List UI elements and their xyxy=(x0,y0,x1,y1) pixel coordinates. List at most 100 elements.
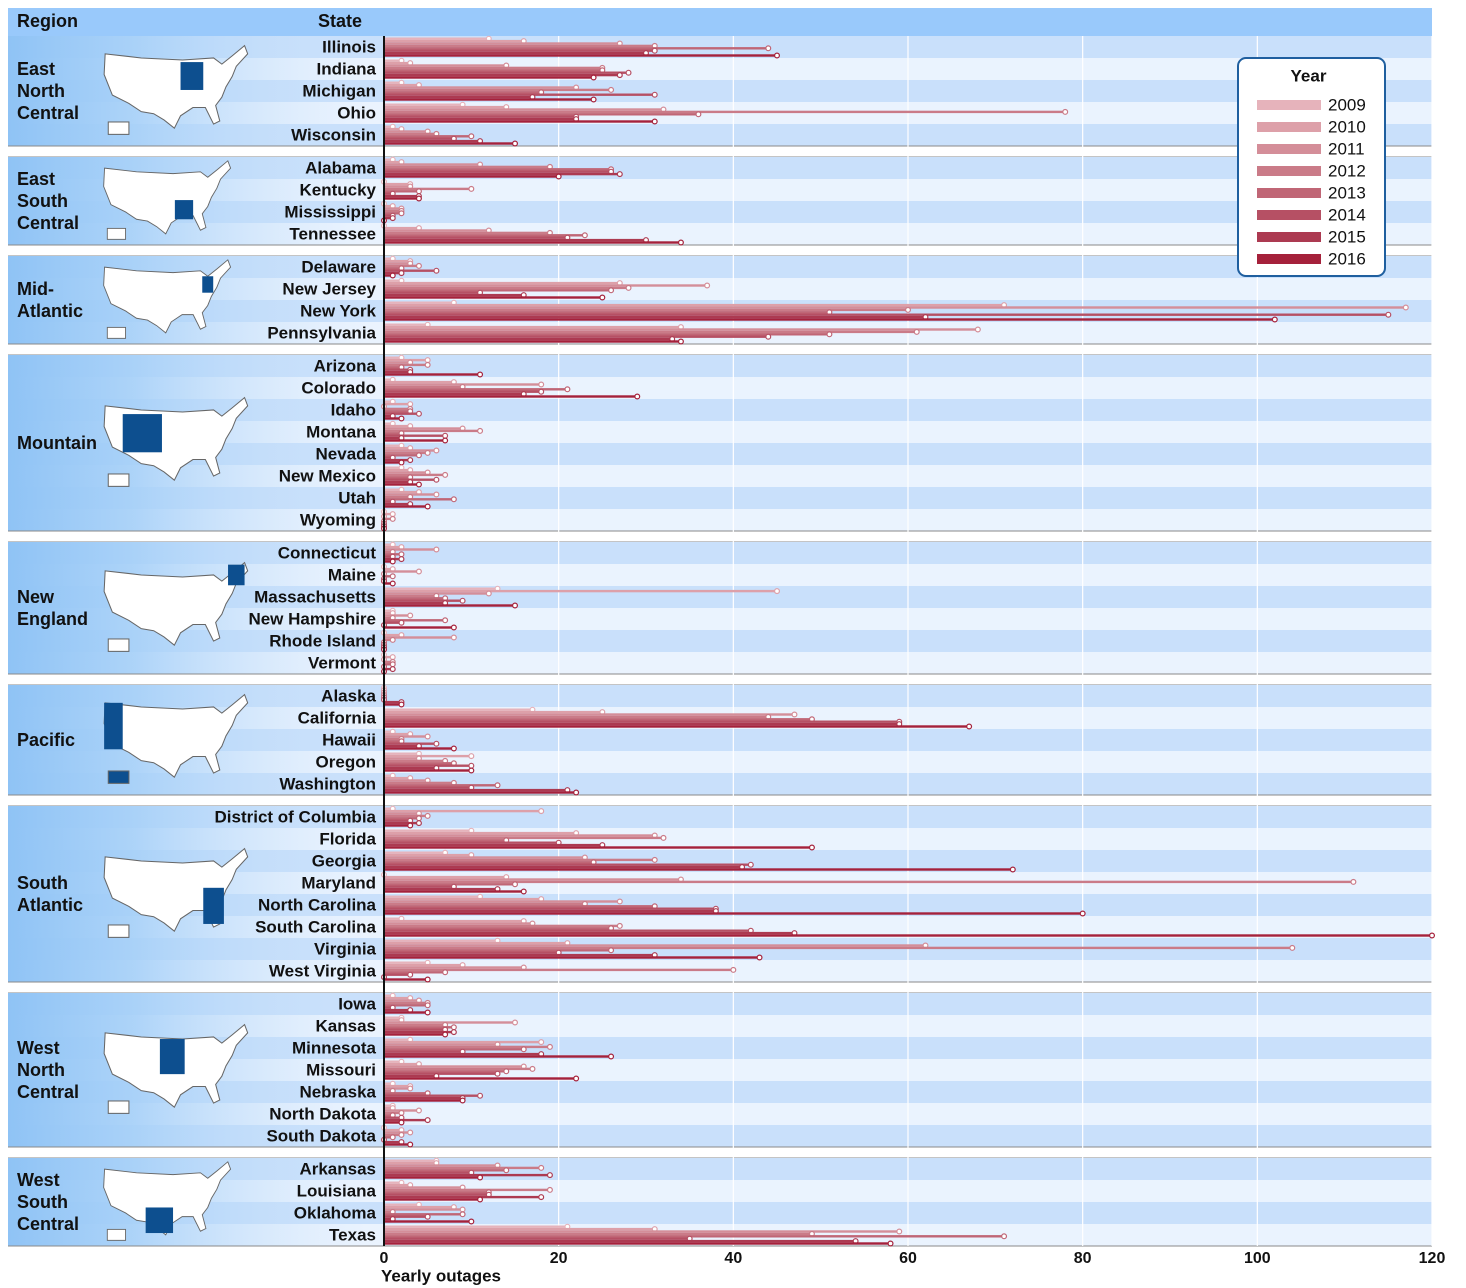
bar-end xyxy=(904,306,911,313)
bar-end xyxy=(407,1141,414,1148)
bar xyxy=(384,226,419,230)
bar-end xyxy=(398,619,405,626)
bar xyxy=(384,560,393,563)
x-tick-label: 120 xyxy=(1419,1250,1446,1267)
bar-end xyxy=(424,503,431,510)
bar xyxy=(384,158,393,161)
bar xyxy=(384,436,402,440)
bar xyxy=(384,1094,481,1097)
bar-end xyxy=(730,966,737,973)
bar-end xyxy=(1385,311,1392,318)
bar-end xyxy=(442,1031,449,1038)
x-tick-label: 20 xyxy=(550,1250,568,1267)
bar xyxy=(384,744,419,748)
bar xyxy=(384,417,402,420)
bar xyxy=(384,51,646,55)
bar xyxy=(384,582,393,585)
bar xyxy=(384,829,472,832)
bar xyxy=(384,361,411,364)
state-label: Washington xyxy=(279,774,376,793)
region-map xyxy=(103,693,249,784)
bar xyxy=(384,337,673,341)
bar xyxy=(384,978,428,981)
bar xyxy=(384,708,533,711)
legend-label: 2013 xyxy=(1328,183,1366,202)
bar xyxy=(384,1230,900,1233)
bar xyxy=(384,994,393,997)
bar xyxy=(384,863,751,866)
alaska xyxy=(106,227,127,240)
state-label: Kansas xyxy=(316,1016,376,1035)
bar xyxy=(384,1048,524,1051)
bar xyxy=(384,1171,472,1174)
bar xyxy=(384,895,481,898)
legend-label: 2015 xyxy=(1328,227,1366,246)
bar xyxy=(384,934,1432,937)
region-highlight xyxy=(145,1207,174,1234)
bar-end xyxy=(477,1196,484,1203)
bar-end xyxy=(808,844,815,851)
bar xyxy=(384,456,393,459)
bar xyxy=(384,1030,454,1034)
bar xyxy=(384,194,419,198)
bar-end xyxy=(590,96,597,103)
bar xyxy=(384,766,437,770)
bar xyxy=(384,633,402,637)
bar-end xyxy=(389,654,396,661)
bar xyxy=(384,366,402,369)
bar-end xyxy=(616,72,623,79)
bar xyxy=(384,1227,655,1231)
bar-end xyxy=(398,1119,405,1126)
bar xyxy=(384,819,411,822)
state-label: South Dakota xyxy=(266,1126,376,1145)
bar xyxy=(384,451,428,455)
bar xyxy=(384,851,446,854)
bar-end xyxy=(450,634,457,641)
bar xyxy=(384,812,419,815)
bar xyxy=(384,567,393,571)
bar-end xyxy=(581,232,588,239)
bar-end xyxy=(415,452,422,459)
bar xyxy=(384,439,446,442)
bar xyxy=(384,725,970,728)
bar xyxy=(384,410,411,413)
bar xyxy=(384,1166,542,1170)
bar xyxy=(384,931,795,935)
bar xyxy=(384,1140,402,1144)
bar-end xyxy=(398,270,405,277)
bar xyxy=(384,1070,507,1073)
bar xyxy=(384,54,777,57)
bar-end xyxy=(651,47,658,54)
bar xyxy=(384,209,402,213)
bar-end xyxy=(442,617,449,624)
bar xyxy=(384,1077,577,1080)
state-label: South Carolina xyxy=(255,917,376,936)
bar-end xyxy=(546,1043,553,1050)
bar xyxy=(384,1060,402,1063)
bar xyxy=(384,1198,481,1201)
legend-swatch xyxy=(1257,100,1321,110)
bar xyxy=(384,971,446,974)
bar xyxy=(384,385,463,389)
bar xyxy=(384,1205,454,1209)
bar-end xyxy=(459,597,466,604)
bar xyxy=(384,902,585,906)
bar-end xyxy=(616,922,623,929)
x-axis-label: Yearly outages xyxy=(381,1266,501,1285)
bar xyxy=(384,1072,498,1075)
bar xyxy=(384,784,498,787)
bar xyxy=(384,821,419,825)
bar-end xyxy=(538,1039,545,1046)
bar xyxy=(384,846,812,849)
bar xyxy=(384,139,481,143)
bar xyxy=(384,1242,891,1245)
bar xyxy=(384,1215,428,1218)
legend-label: 2012 xyxy=(1328,161,1366,180)
bar-end xyxy=(433,740,440,747)
bar xyxy=(384,95,533,99)
bar xyxy=(384,182,411,186)
bar-end xyxy=(538,388,545,395)
bar xyxy=(384,98,594,101)
